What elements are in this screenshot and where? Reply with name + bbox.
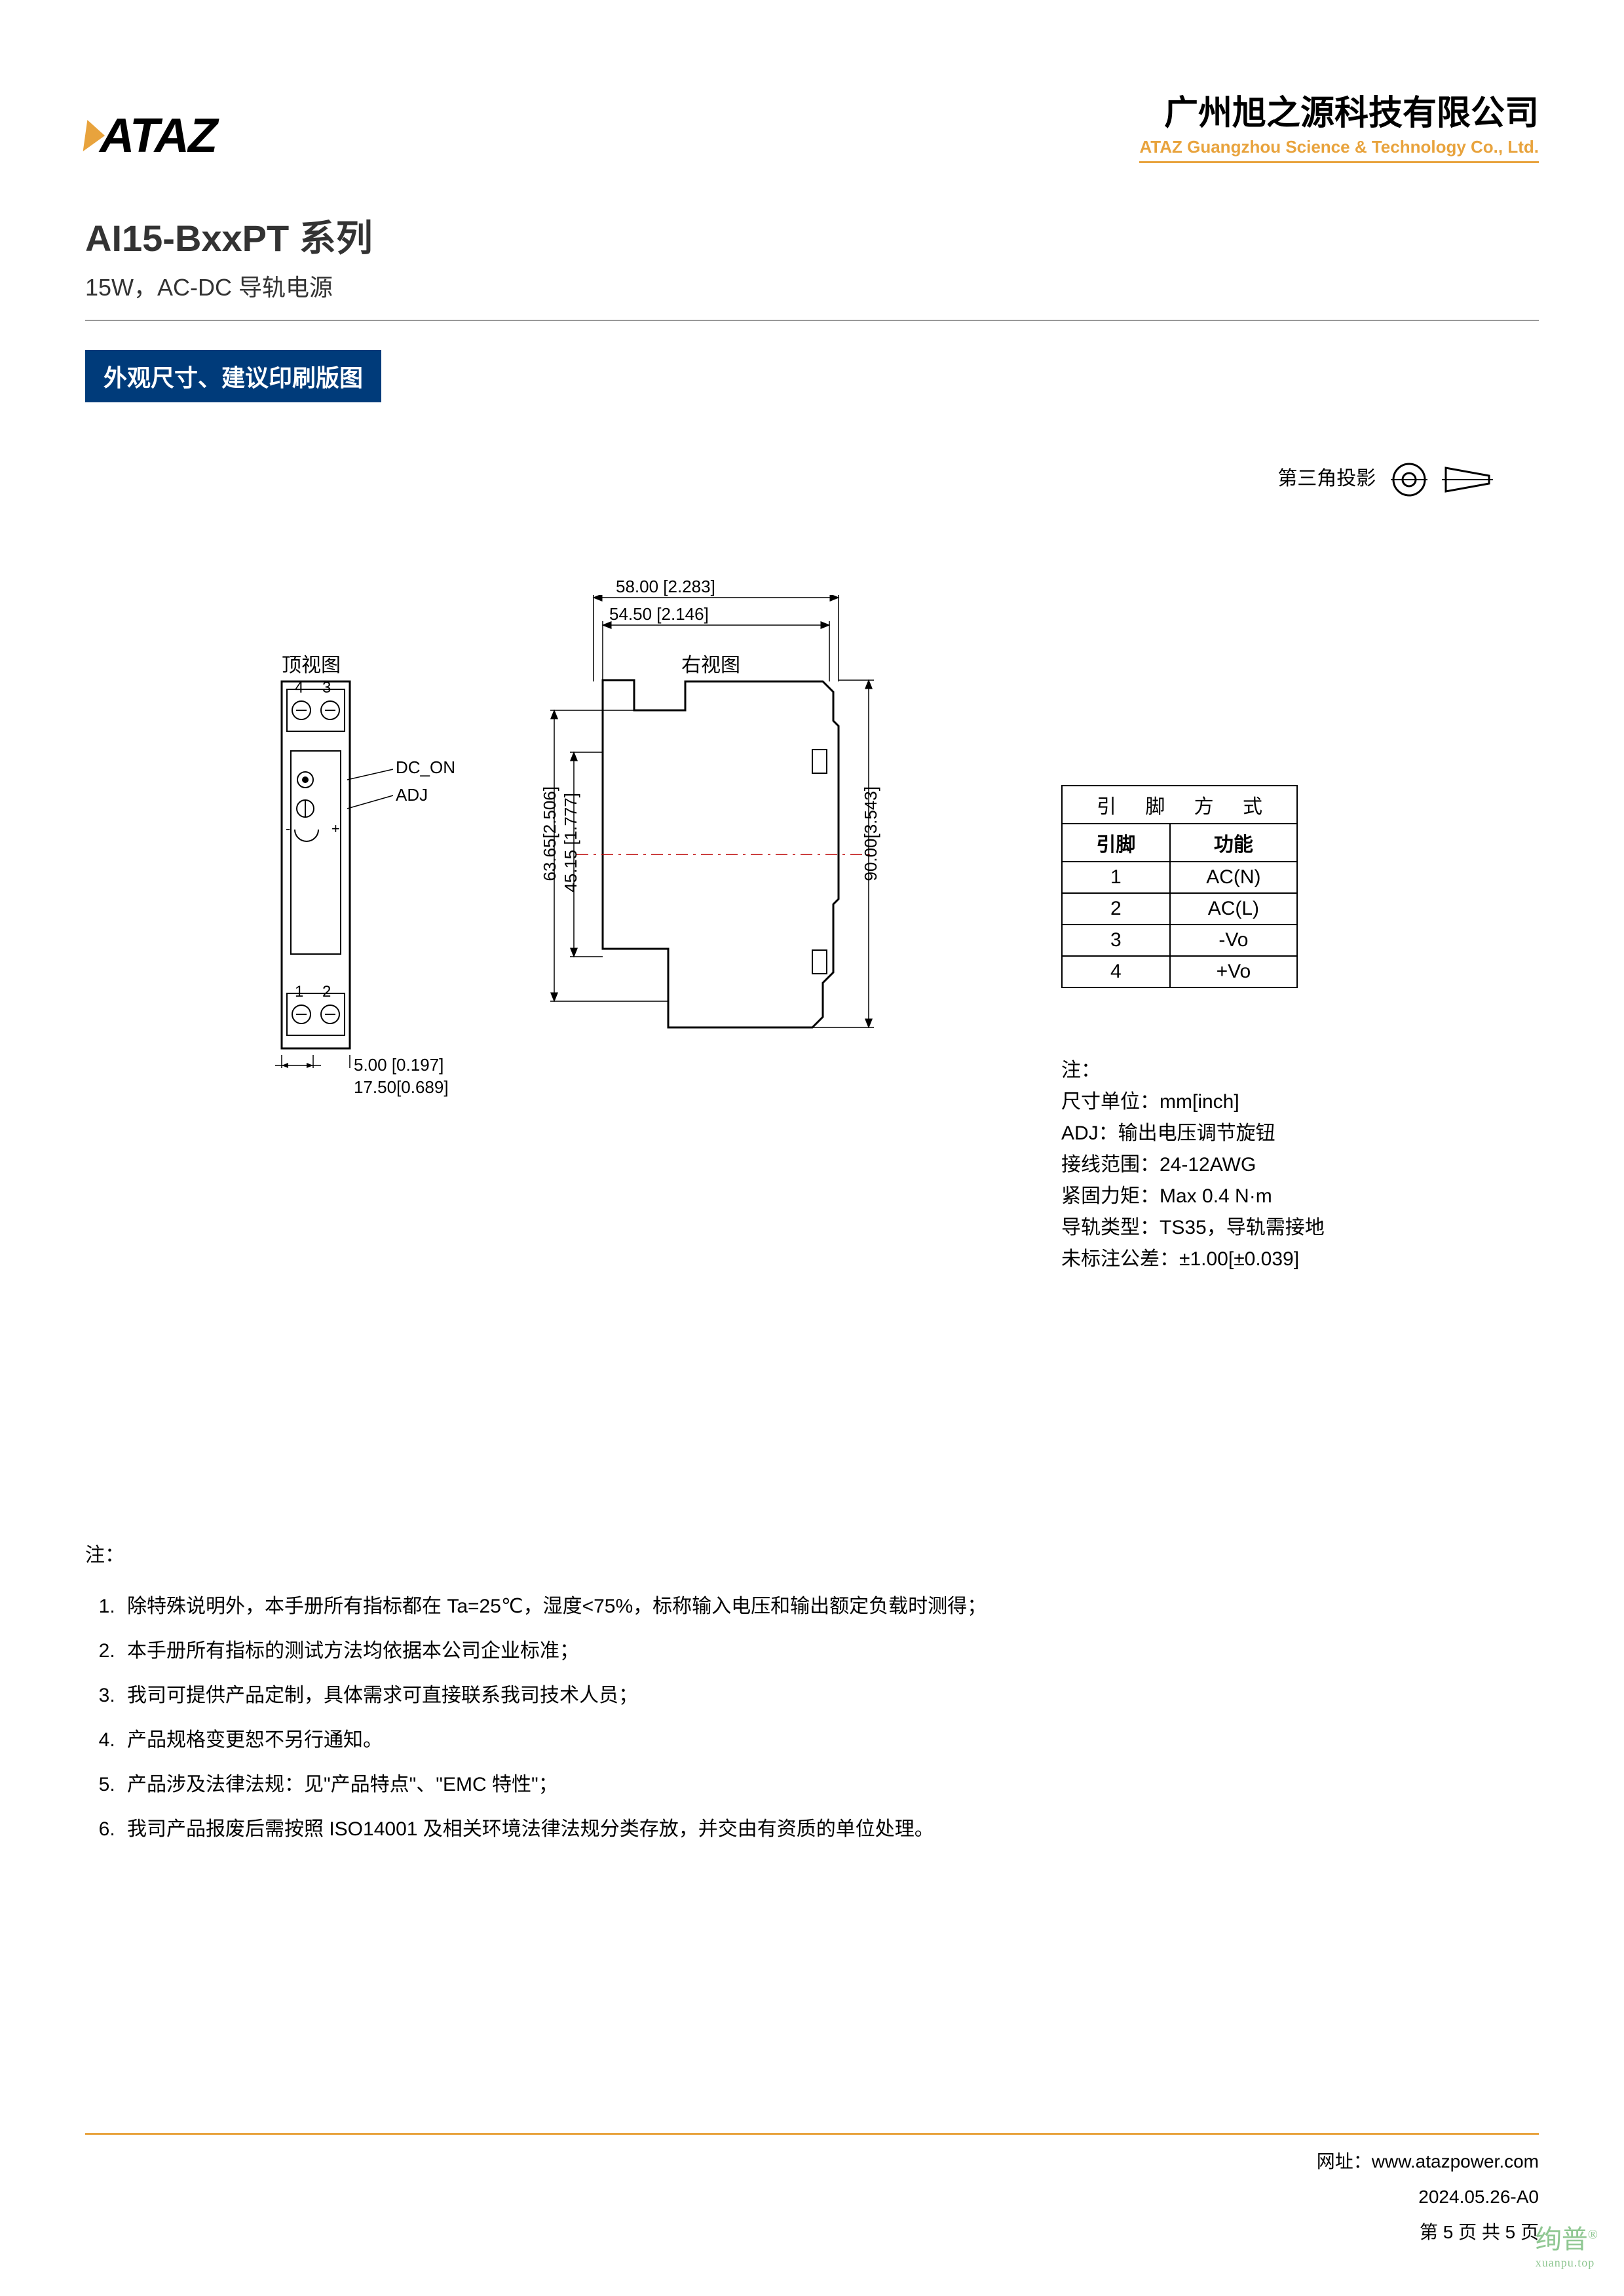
adj-label: ADJ: [396, 785, 428, 805]
list-item: 本手册所有指标的测试方法均依据本公司企业标准；: [121, 1629, 1539, 1674]
dim-width-outer: 58.00 [2.283]: [616, 577, 715, 597]
footer-page: 第 5 页 共 5 页: [85, 2215, 1539, 2250]
adj-minus: -: [286, 820, 290, 837]
note-line: ADJ：输出电压调节旋钮: [1061, 1118, 1325, 1149]
product-series-title: AI15-BxxPT 系列: [85, 209, 1539, 262]
company-name-en: ATAZ Guangzhou Science & Technology Co.,…: [1139, 137, 1539, 157]
list-item: 我司产品报废后需按照 ISO14001 及相关环境法律法规分类存放，并交由有资质…: [121, 1807, 1539, 1852]
note-line: 接线范围：24-12AWG: [1061, 1149, 1325, 1181]
footer-url-row: 网址：www.atazpower.com: [85, 2144, 1539, 2179]
top-view-drawing: [255, 675, 380, 1068]
note-line: 未标注公差：±1.00[±0.039]: [1061, 1244, 1325, 1275]
footer-url: www.atazpower.com: [1372, 2151, 1539, 2172]
footer-url-label: 网址：: [1317, 2151, 1372, 2172]
footer-date: 2024.05.26-A0: [85, 2179, 1539, 2215]
company-name-cn: 广州旭之源科技有限公司: [1139, 85, 1539, 134]
right-view-drawing: [531, 595, 897, 1054]
list-item: 产品涉及法律法规：见"产品特点"、"EMC 特性"；: [121, 1763, 1539, 1807]
table-row: 2AC(L): [1062, 893, 1297, 925]
top-view-title: 顶视图: [282, 649, 341, 678]
footer-rule: [85, 2133, 1539, 2135]
pin-col-func: 功能: [1170, 824, 1297, 862]
adj-plus: +: [331, 820, 340, 837]
projection-label: 第三角投影: [1277, 468, 1376, 489]
dim-height-mid: 63.65[2.506]: [540, 786, 560, 881]
list-item: 产品规格变更恕不另行通知。: [121, 1718, 1539, 1763]
pin-col-pin: 引脚: [1062, 824, 1170, 862]
table-notes: 注： 尺寸单位：mm[inch] ADJ：输出电压调节旋钮 接线范围：24-12…: [1061, 1055, 1325, 1275]
table-row: 4+Vo: [1062, 956, 1297, 987]
watermark-brand: 绚普: [1536, 2225, 1588, 2254]
pin4-label: 4: [295, 679, 303, 697]
third-angle-symbol-cone-icon: [1442, 461, 1493, 498]
third-angle-symbol-circle-icon: [1391, 461, 1427, 498]
watermark: 绚普® xuanpu.top: [1536, 2218, 1598, 2270]
projection-row: 第三角投影: [85, 461, 1539, 498]
page-header: ATAZ 广州旭之源科技有限公司 ATAZ Guangzhou Science …: [85, 85, 1539, 163]
dc-on-label: DC_ON: [396, 757, 455, 778]
note-line: 紧固力矩：Max 0.4 N·m: [1061, 1181, 1325, 1212]
list-item: 我司可提供产品定制，具体需求可直接联系我司技术人员；: [121, 1674, 1539, 1718]
note-line: 尺寸单位：mm[inch]: [1061, 1086, 1325, 1118]
brand-logo: ATAZ: [85, 107, 216, 163]
watermark-sub: xuanpu.top: [1536, 2256, 1598, 2270]
pin3-label: 3: [322, 679, 331, 697]
page-notes-head: 注：: [85, 1533, 1539, 1578]
note-line: 导轨类型：TS35，导轨需接地: [1061, 1212, 1325, 1244]
dim-depth-small: 5.00 [0.197]: [354, 1055, 444, 1075]
table-row: 1AC(N): [1062, 862, 1297, 893]
logo-text: ATAZ: [100, 107, 216, 163]
dim-height-outer: 90.00[3.543]: [861, 786, 881, 881]
pin-table: 引 脚 方 式 引脚 功能 1AC(N) 2AC(L) 3-Vo 4+Vo: [1061, 785, 1298, 988]
pin1-label: 1: [295, 983, 303, 1001]
title-block: AI15-BxxPT 系列 15W，AC-DC 导轨电源: [85, 209, 1539, 321]
header-rule: [1139, 161, 1539, 163]
list-item: 除特殊说明外，本手册所有指标都在 Ta=25℃，湿度<75%，标称输入电压和输出…: [121, 1584, 1539, 1629]
product-subtitle: 15W，AC-DC 导轨电源: [85, 269, 1539, 303]
table-row: 3-Vo: [1062, 925, 1297, 956]
table-notes-head: 注：: [1061, 1055, 1325, 1086]
company-block: 广州旭之源科技有限公司 ATAZ Guangzhou Science & Tec…: [1139, 85, 1539, 163]
pin-table-header: 引 脚 方 式: [1062, 786, 1297, 824]
page-notes: 注： 除特殊说明外，本手册所有指标都在 Ta=25℃，湿度<75%，标称输入电压…: [85, 1533, 1539, 1852]
page-footer: 网址：www.atazpower.com 2024.05.26-A0 第 5 页…: [0, 2133, 1624, 2296]
pin2-label: 2: [322, 983, 331, 1001]
title-rule: [85, 320, 1539, 321]
dim-height-inner: 45.15 [1.777]: [561, 793, 581, 892]
dim-depth-big: 17.50[0.689]: [354, 1077, 449, 1098]
section-banner: 外观尺寸、建议印刷版图: [85, 350, 381, 402]
drawing-area: 58.00 [2.283] 54.50 [2.146] 顶视图 右视图: [85, 577, 1539, 1166]
